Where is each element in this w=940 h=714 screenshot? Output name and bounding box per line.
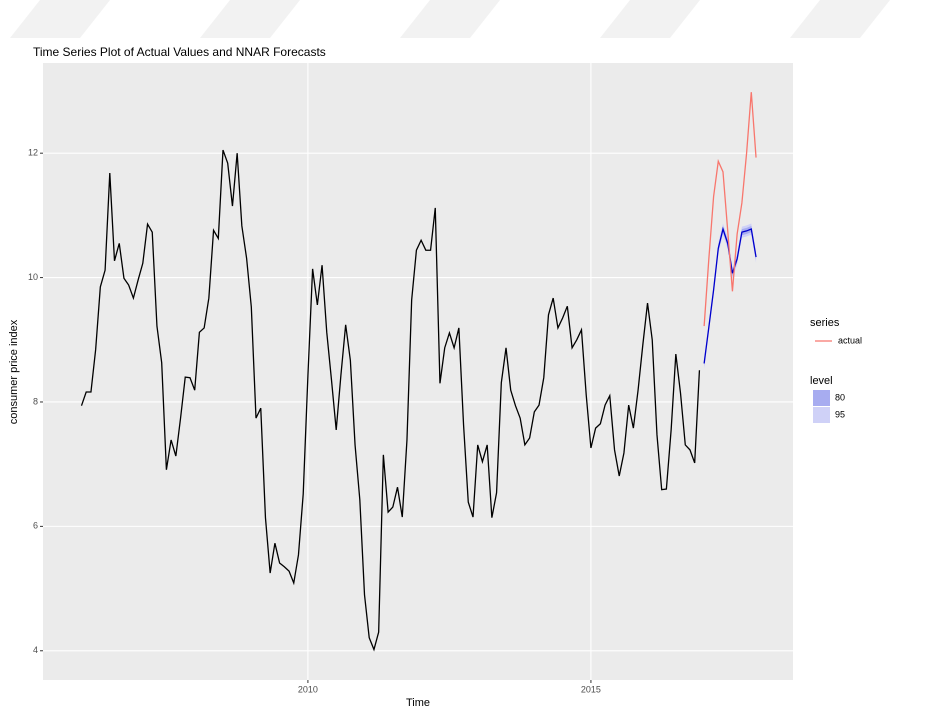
y-tick-label: 8 (33, 396, 38, 406)
legend-swatch (813, 407, 830, 423)
y-tick-label: 10 (28, 272, 38, 282)
series-line (703, 92, 757, 327)
legend-title: series (810, 317, 840, 329)
chart-title: Time Series Plot of Actual Values and NN… (33, 45, 326, 59)
watermark (10, 0, 890, 38)
legend-label: 95 (835, 409, 845, 419)
series-line (80, 149, 701, 652)
x-axis-label: Time (406, 697, 430, 709)
y-tick-label: 6 (33, 521, 38, 531)
legend-label: actual (838, 335, 862, 345)
x-tick-label: 2010 (298, 684, 318, 694)
x-tick-label: 2015 (581, 684, 601, 694)
marks (80, 92, 757, 652)
plot-panel (43, 63, 793, 680)
legend-label: 80 (835, 392, 845, 402)
legend-swatch (813, 390, 830, 406)
y-tick-label: 12 (28, 148, 38, 158)
legend-title: level (810, 375, 833, 387)
y-axis-label: consumer price index (8, 319, 20, 424)
y-tick-label: 4 (33, 645, 38, 655)
